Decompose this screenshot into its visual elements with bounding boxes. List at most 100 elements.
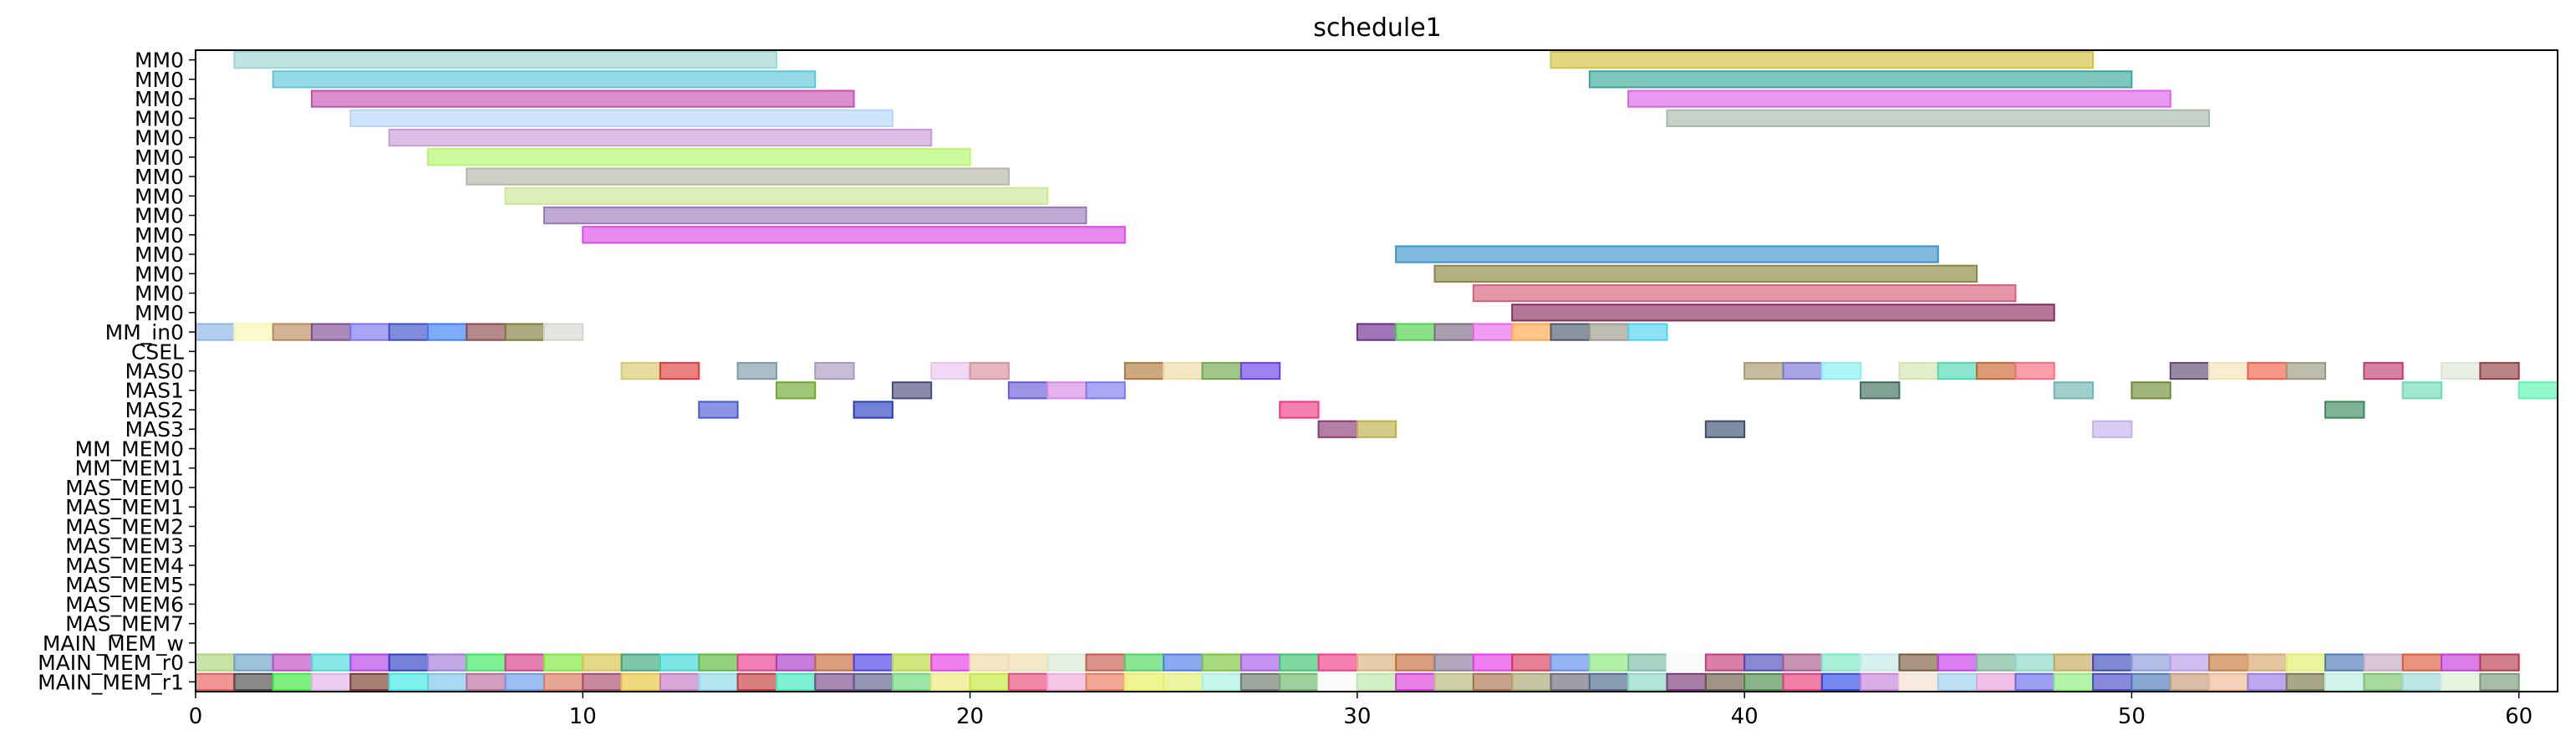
row-label: MAS_MEM1 xyxy=(65,495,184,519)
memory-slot-bar xyxy=(388,672,429,691)
row-label: CSEL xyxy=(131,340,184,364)
task-bar xyxy=(659,361,700,381)
row-label: MM0 xyxy=(135,301,184,325)
memory-slot-bar xyxy=(2053,672,2095,691)
memory-slot-bar xyxy=(1046,653,1087,672)
task-bar xyxy=(272,70,817,89)
memory-slot-bar xyxy=(1201,672,1242,691)
task-bar xyxy=(620,361,661,381)
memory-slot-bar xyxy=(1007,653,1049,672)
memory-slot-bar xyxy=(2169,672,2211,691)
task-bar xyxy=(1007,381,1049,400)
row-labels: MM0MM0MM0MM0MM0MM0MM0MM0MM0MM0MM0MM0MM0M… xyxy=(38,49,196,694)
memory-slot-bar xyxy=(1046,672,1087,691)
memory-slot-bar xyxy=(466,653,507,672)
memory-slot-bar xyxy=(2441,672,2482,691)
x-tick-label: 20 xyxy=(956,704,984,729)
row-label: MAS_MEM2 xyxy=(65,514,184,539)
x-tick-label: 60 xyxy=(2505,704,2533,729)
memory-slot-bar xyxy=(2169,653,2211,672)
task-bar xyxy=(2441,361,2482,381)
task-bar xyxy=(233,323,274,341)
memory-slot-bar xyxy=(310,653,352,672)
row-label: MAIN_MEM_r0 xyxy=(38,651,184,675)
row-label: MM0 xyxy=(135,223,184,248)
memory-slot-bar xyxy=(620,653,661,672)
memory-slot-bar xyxy=(1782,653,1823,672)
memory-slot-bar xyxy=(1820,672,1862,691)
memory-slot-bar xyxy=(2324,672,2365,691)
memory-slot-bar xyxy=(1163,653,1204,672)
task-bar xyxy=(698,401,739,419)
memory-slot-bar xyxy=(1976,672,2017,691)
memory-slot-bar xyxy=(466,672,507,691)
task-bar xyxy=(2401,381,2443,400)
task-bar xyxy=(1395,323,1436,341)
task-bar xyxy=(1472,284,2017,303)
memory-slot-bar xyxy=(1279,653,1320,672)
task-bar xyxy=(736,361,777,381)
memory-slot-bar xyxy=(1588,672,1630,691)
row-label: MM0 xyxy=(135,87,184,111)
memory-slot-bar xyxy=(1588,653,1630,672)
memory-slot-bar xyxy=(233,653,274,672)
memory-slot-bar xyxy=(2053,653,2095,672)
memory-slot-bar xyxy=(659,672,700,691)
memory-slot-bar xyxy=(2479,653,2520,672)
task-bar xyxy=(1395,245,1939,263)
memory-slot-bar xyxy=(1433,653,1474,672)
memory-slot-bar xyxy=(233,672,274,691)
task-bar xyxy=(1085,381,1126,400)
memory-slot-bar xyxy=(1937,653,1978,672)
task-bar xyxy=(1511,304,2055,322)
memory-slot-bar xyxy=(1550,653,1591,672)
row-label: MAS3 xyxy=(125,417,184,442)
task-bar xyxy=(1472,323,1514,341)
task-bar xyxy=(1240,361,1281,381)
task-bar xyxy=(2053,381,2095,400)
memory-slot-bar xyxy=(891,653,933,672)
memory-slot-bar xyxy=(930,672,971,691)
task-bar xyxy=(1356,420,1397,438)
memory-slot-bar xyxy=(1744,653,1784,672)
memory-slot-bar xyxy=(582,672,623,691)
row-label: MAIN_MEM_r1 xyxy=(38,670,184,694)
memory-slot-bar xyxy=(1085,672,1126,691)
task-bar xyxy=(466,323,507,341)
task-bar xyxy=(2092,420,2133,438)
memory-slot-bar xyxy=(2324,653,2365,672)
memory-slot-bar xyxy=(1898,653,1939,672)
task-bar xyxy=(272,323,313,341)
memory-slot-bar xyxy=(1782,672,1823,691)
task-bar xyxy=(2131,381,2171,400)
memory-slot-bar xyxy=(736,653,777,672)
row-label: MM0 xyxy=(135,146,184,170)
task-bar xyxy=(1704,420,1746,438)
task-bar xyxy=(388,323,429,341)
task-bar xyxy=(775,381,817,400)
memory-slot-bar xyxy=(1085,653,1126,672)
row-label: MAS_MEM7 xyxy=(65,612,184,636)
row-label: MM0 xyxy=(135,204,184,228)
task-bar xyxy=(542,206,1087,225)
memory-slot-bar xyxy=(1123,653,1165,672)
task-bar xyxy=(1744,361,1784,381)
task-bars xyxy=(195,51,2558,691)
memory-slot-bar xyxy=(1472,672,1514,691)
task-bar xyxy=(542,323,584,341)
task-bar xyxy=(1163,361,1204,381)
row-label: MM0 xyxy=(135,282,184,306)
memory-slot-bar xyxy=(1550,672,1591,691)
task-bar xyxy=(969,361,1010,381)
x-tick-label: 50 xyxy=(2118,704,2146,729)
memory-slot-bar xyxy=(2092,653,2133,672)
task-bar xyxy=(1550,51,2095,69)
x-tick-label: 30 xyxy=(1343,704,1371,729)
task-bar xyxy=(1627,89,2171,108)
memory-slot-bar xyxy=(1704,672,1746,691)
memory-slot-bar xyxy=(891,672,933,691)
memory-slot-bar xyxy=(582,653,623,672)
memory-slot-bar xyxy=(930,653,971,672)
memory-slot-bar xyxy=(1279,672,1320,691)
